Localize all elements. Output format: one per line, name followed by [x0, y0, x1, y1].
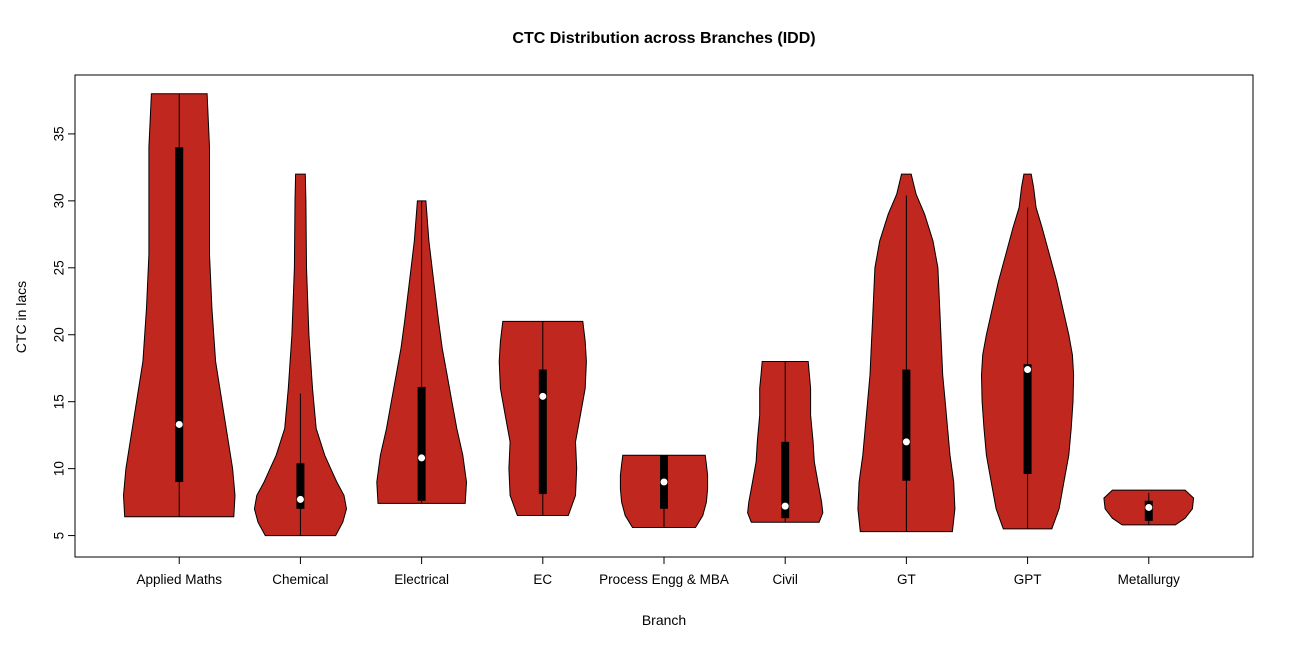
median-dot: [539, 392, 547, 400]
iqr-box: [417, 386, 426, 501]
y-tick-label: 25: [52, 260, 67, 275]
iqr-box: [175, 147, 184, 483]
median-dot: [781, 502, 789, 510]
violin-chemical: [253, 173, 348, 537]
y-tick-label: 15: [52, 394, 67, 409]
iqr-box: [781, 441, 790, 519]
iqr-box: [538, 369, 547, 495]
x-tick-label: Chemical: [272, 572, 328, 587]
x-tick-label: Electrical: [394, 572, 449, 587]
x-tick-label: Civil: [772, 572, 798, 587]
x-axis-label: Branch: [641, 612, 687, 628]
y-tick-label: 5: [52, 532, 67, 540]
median-dot: [660, 478, 668, 486]
y-tick-label: 20: [52, 327, 67, 342]
y-tick-label: 10: [52, 461, 67, 476]
x-tick-label: Applied Maths: [136, 572, 222, 587]
x-tick-label: Process Engg & MBA: [599, 572, 729, 587]
x-tick-label: Metallurgy: [1118, 572, 1181, 587]
x-tick-label: EC: [533, 572, 552, 587]
x-tick-label: GPT: [1014, 572, 1042, 587]
x-tick-label: GT: [897, 572, 916, 587]
median-dot: [175, 420, 183, 428]
median-dot: [902, 438, 910, 446]
median-dot: [1024, 366, 1032, 374]
y-tick-label: 30: [52, 193, 67, 208]
median-dot: [296, 495, 304, 503]
iqr-box: [1023, 364, 1032, 474]
median-dot: [418, 454, 426, 462]
iqr-box: [902, 369, 911, 481]
y-tick-label: 35: [52, 126, 67, 141]
iqr-box: [296, 463, 305, 509]
chart-title: CTC Distribution across Branches (IDD): [512, 30, 816, 47]
median-dot: [1145, 503, 1153, 511]
